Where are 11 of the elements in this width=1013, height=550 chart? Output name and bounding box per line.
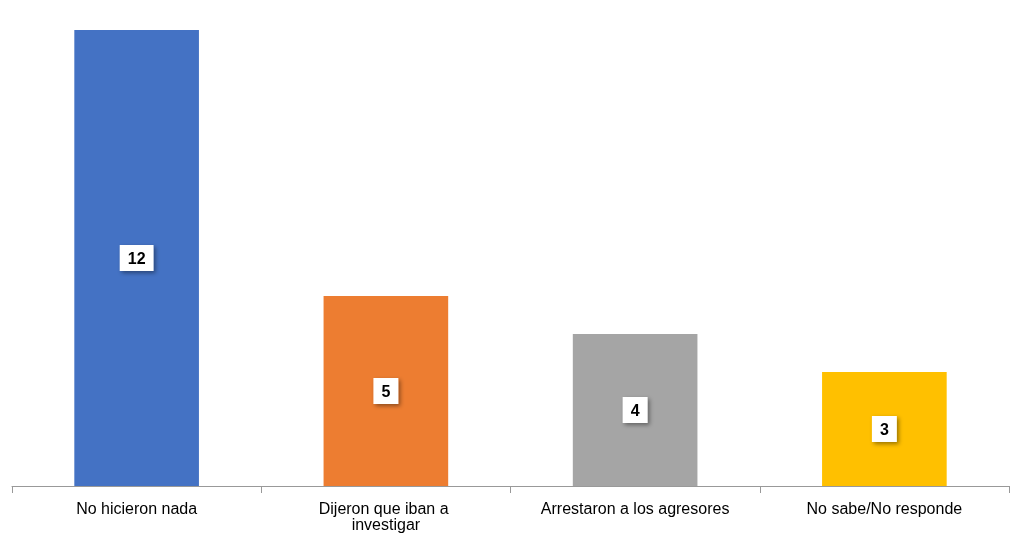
data-label: 3 [879, 420, 889, 438]
x-tick-label: No sabe/No responde [806, 499, 963, 517]
x-tick-label: Dijeron que iban a investigar [318, 499, 454, 533]
data-label: 5 [381, 382, 391, 400]
x-tick-label: No hicieron nada [76, 499, 198, 517]
x-tick-label: Arrestaron a los agresores [540, 499, 730, 517]
bar [822, 372, 947, 486]
bar [74, 30, 199, 486]
bar [323, 296, 449, 486]
data-label: 12 [127, 249, 146, 267]
data-label: 4 [630, 401, 640, 419]
